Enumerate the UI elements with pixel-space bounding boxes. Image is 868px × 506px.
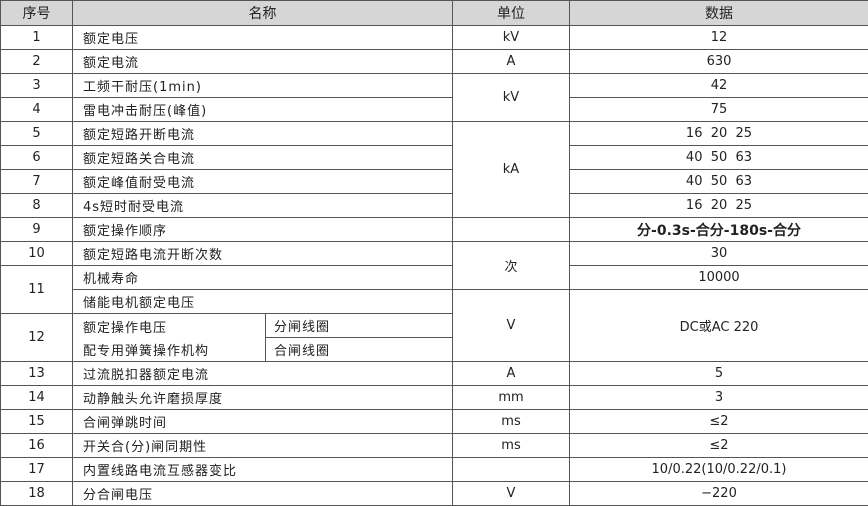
name: 雷电冲击耐压(峰值) [73,98,453,122]
name: 过流脱扣器额定电流 [73,362,453,386]
value: 42 [570,74,868,98]
seq: 5 [1,122,73,146]
unit: V [453,482,570,506]
value: 5 [570,362,868,386]
unit: A [453,50,570,74]
seq: 10 [1,242,73,266]
seq: 11 [1,266,73,314]
sub-name: 分闸线圈 [266,314,453,338]
unit: mm [453,386,570,410]
value: 16 20 25 [570,122,868,146]
name: 额定短路电流开断次数 [73,242,453,266]
name: 工频干耐压(1min) [73,74,453,98]
seq: 4 [1,98,73,122]
sub-name: 合闸线圈 [266,338,453,362]
name-line: 额定操作电压 [83,317,265,336]
name: 开关合(分)闸同期性 [73,434,453,458]
seq: 16 [1,434,73,458]
seq: 3 [1,74,73,98]
name: 额定电流 [73,50,453,74]
unit: kV [453,74,570,122]
header-name: 名称 [73,1,453,26]
value: DC或AC 220 [570,290,868,362]
value: 12 [570,26,868,50]
unit: V [453,290,570,362]
seq: 2 [1,50,73,74]
seq: 12 [1,314,73,362]
name: 额定电压 [73,26,453,50]
name: 额定操作电压配专用弹簧操作机构 [73,314,266,362]
name: 分合闸电压 [73,482,453,506]
unit [453,218,570,242]
name: 额定操作顺序 [73,218,453,242]
value: ≤2 [570,434,868,458]
seq: 8 [1,194,73,218]
name-line: 配专用弹簧操作机构 [83,340,265,359]
name: 额定短路关合电流 [73,146,453,170]
name: 额定短路开断电流 [73,122,453,146]
header-data: 数据 [570,1,868,26]
header-unit: 单位 [453,1,570,26]
header-seq: 序号 [1,1,73,26]
value: 40 50 63 [570,170,868,194]
value: 75 [570,98,868,122]
value: 10/0.22(10/0.22/0.1) [570,458,868,482]
value: 630 [570,50,868,74]
value: 10000 [570,266,868,290]
unit: kV [453,26,570,50]
seq: 6 [1,146,73,170]
unit [453,458,570,482]
seq: 17 [1,458,73,482]
seq: 18 [1,482,73,506]
seq: 14 [1,386,73,410]
name: 4s短时耐受电流 [73,194,453,218]
value: 3 [570,386,868,410]
value: ≤2 [570,410,868,434]
seq: 15 [1,410,73,434]
unit: A [453,362,570,386]
name: 内置线路电流互感器变比 [73,458,453,482]
unit: kA [453,122,570,218]
unit: 次 [453,242,570,290]
value: 40 50 63 [570,146,868,170]
name: 动静触头允许磨损厚度 [73,386,453,410]
value: −220 [570,482,868,506]
value: 分-0.3s-合分-180s-合分 [570,218,868,242]
name: 机械寿命 [73,266,453,290]
value: 16 20 25 [570,194,868,218]
seq: 13 [1,362,73,386]
header-row: 序号 名称 单位 数据 [1,1,868,26]
name: 额定峰值耐受电流 [73,170,453,194]
name: 储能电机额定电压 [73,290,453,314]
value: 30 [570,242,868,266]
seq: 1 [1,26,73,50]
seq: 7 [1,170,73,194]
unit: ms [453,434,570,458]
seq: 9 [1,218,73,242]
unit: ms [453,410,570,434]
name: 合闸弹跳时间 [73,410,453,434]
